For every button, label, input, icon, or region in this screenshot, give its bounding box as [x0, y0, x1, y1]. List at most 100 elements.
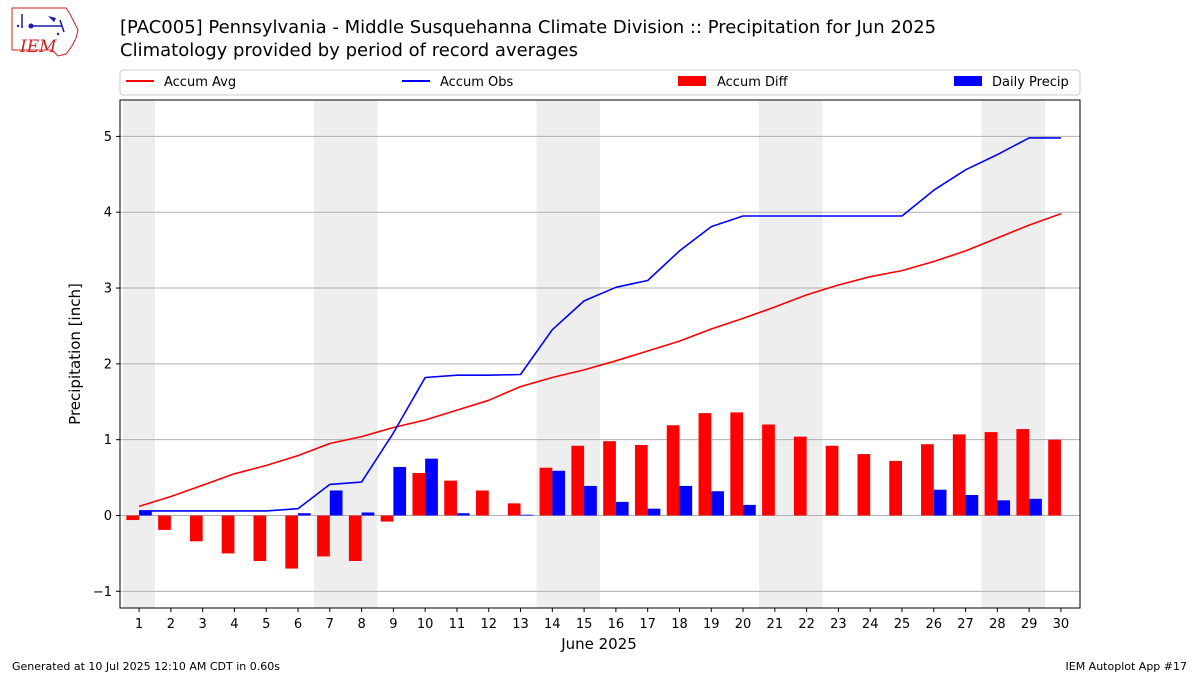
diff-bar [698, 413, 712, 516]
x-tick-label: 15 [576, 617, 593, 632]
diff-bar [634, 444, 648, 516]
x-tick-label: 20 [735, 617, 752, 632]
weekend-band [981, 100, 1046, 608]
y-axis-label: Precipitation [inch] [66, 283, 84, 425]
daily-bar [647, 508, 661, 516]
daily-bar [711, 491, 724, 516]
legend-daily-label: Daily Precip [992, 75, 1069, 90]
daily-bar [361, 512, 375, 516]
iem-logo: IEM [11, 7, 79, 57]
diff-bar [348, 515, 362, 561]
plot-inner [120, 100, 1080, 608]
diff-bar [762, 424, 775, 516]
legend-obs-label: Accum Obs [440, 75, 513, 90]
y-tick-label: 3 [104, 282, 112, 297]
plot-frame [119, 99, 1081, 609]
daily-bar [584, 485, 597, 516]
daily-bar [329, 490, 343, 516]
x-tick-label: 13 [512, 617, 529, 632]
diff-bar [285, 515, 299, 569]
x-tick-label: 25 [894, 617, 911, 632]
diff-bar [444, 480, 457, 516]
diff-bar [380, 515, 394, 522]
weekend-band [536, 100, 600, 608]
diff-bar [189, 515, 203, 542]
diff-bar [666, 425, 680, 516]
diff-bar [984, 432, 998, 516]
diff-bar [603, 441, 616, 516]
x-tick-label: 26 [926, 617, 943, 632]
iem-logo-text: IEM [19, 37, 57, 57]
x-tick-label: 30 [1053, 617, 1070, 632]
diff-bar [730, 412, 744, 516]
daily-bar [298, 513, 311, 516]
generated-note: Generated at 10 Jul 2025 12:10 AM CDT in… [12, 660, 280, 673]
diff-bar [317, 515, 330, 557]
x-tick-label: 17 [639, 617, 656, 632]
accum-obs-line [139, 137, 1061, 512]
diff-bar [889, 460, 902, 516]
diff-bar [1016, 429, 1030, 516]
legend: Accum Avg Accum Obs Accum Diff Daily Pre… [119, 69, 1081, 96]
x-tick-label: 10 [417, 617, 434, 632]
diff-bar [126, 515, 140, 521]
y-tick-label: −1 [93, 585, 112, 600]
x-tick-label: 18 [671, 617, 688, 632]
daily-bar [997, 500, 1011, 516]
y-tick-label: 1 [104, 433, 112, 448]
diff-bar [507, 503, 521, 516]
daily-bar [393, 466, 407, 516]
x-tick-label: 3 [199, 617, 207, 632]
x-tick-label: 27 [957, 617, 974, 632]
diff-bar [921, 444, 934, 516]
daily-bar [679, 485, 693, 516]
diff-bar [571, 445, 585, 516]
diff-bar [825, 445, 839, 516]
daily-bar [552, 470, 566, 516]
x-tick-label: 2 [167, 617, 175, 632]
daily-bar [615, 501, 629, 516]
diff-bar [412, 473, 426, 516]
y-tick-label: 4 [104, 206, 112, 221]
x-tick-label: 4 [230, 617, 238, 632]
legend-diff-swatch [678, 76, 706, 86]
diff-bar [857, 454, 871, 516]
diff-bar [476, 490, 489, 516]
x-tick-label: 21 [767, 617, 784, 632]
x-tick-label: 28 [989, 617, 1006, 632]
x-tick-label: 24 [862, 617, 879, 632]
weekend-band [758, 100, 823, 608]
x-tick-label: 29 [1021, 617, 1038, 632]
x-tick-label: 6 [294, 617, 302, 632]
daily-bar [743, 504, 756, 516]
diff-bar [952, 434, 966, 516]
x-tick-label: 7 [326, 617, 334, 632]
legend-daily-swatch [954, 76, 982, 86]
diff-bar [793, 436, 807, 516]
x-tick-label: 9 [389, 617, 397, 632]
diff-bar [539, 467, 553, 516]
chart-subtitle: Climatology provided by period of record… [120, 40, 578, 61]
legend-diff-label: Accum Diff [717, 75, 789, 90]
y-tick-label: 2 [104, 357, 112, 372]
daily-bar [520, 514, 534, 516]
accum-avg-line [138, 212, 1062, 508]
y-tick-label: 5 [104, 130, 112, 145]
y-tick-label: 0 [104, 509, 112, 524]
diff-bar [158, 515, 171, 530]
x-tick-label: 14 [544, 617, 561, 632]
diff-bar [253, 515, 267, 561]
x-tick-label: 11 [449, 617, 466, 632]
x-tick-label: 1 [135, 617, 143, 632]
legend-avg-label: Accum Avg [164, 75, 236, 90]
daily-bar [933, 489, 947, 516]
x-axis-label: June 2025 [560, 635, 637, 653]
x-tick-label: 5 [262, 617, 270, 632]
x-tick-label: 19 [703, 617, 720, 632]
daily-bar [965, 495, 979, 516]
daily-bar [139, 510, 152, 516]
x-tick-label: 23 [830, 617, 847, 632]
x-tick-label: 22 [798, 617, 815, 632]
